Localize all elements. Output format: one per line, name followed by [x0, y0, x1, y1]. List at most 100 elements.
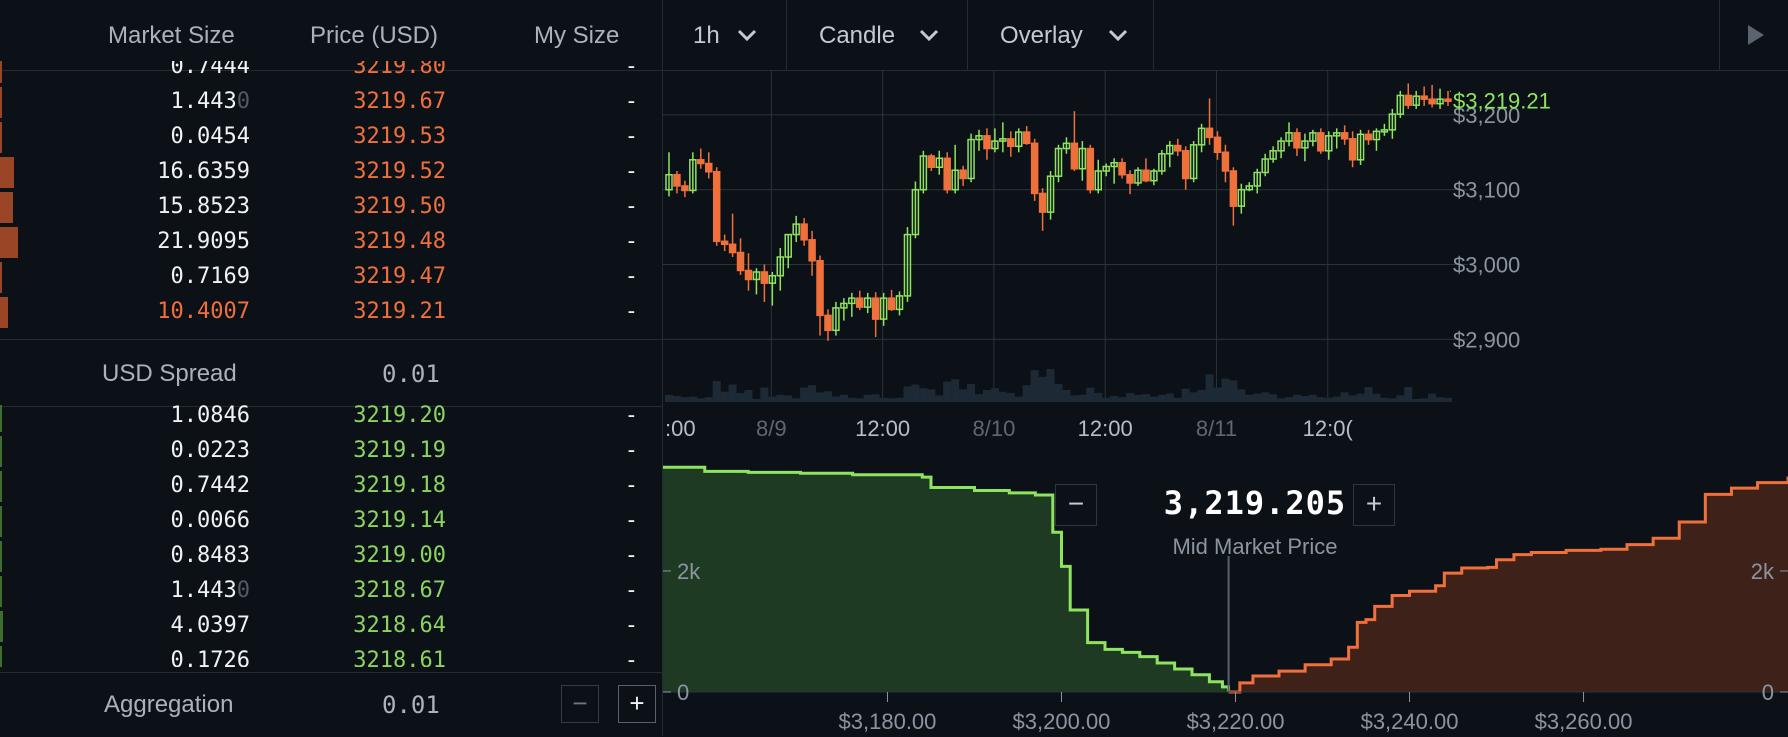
- bid-row[interactable]: 0.0066 3219.14 -: [0, 504, 662, 539]
- volume-bar: [1324, 397, 1333, 402]
- depth-bar: [0, 262, 2, 293]
- bid-row[interactable]: 0.1726 3218.61 -: [0, 644, 662, 667]
- row-size-value: 0.7444: [170, 61, 250, 79]
- candle-body: [1237, 188, 1246, 207]
- candle-body: [1332, 132, 1341, 137]
- candlestick-chart[interactable]: $2,900 $3,000 $3,100 $3,200:00 8/9 12:00 8/10 1…: [663, 70, 1788, 460]
- bid-row[interactable]: 0.0223 3219.19 -: [0, 434, 662, 469]
- volume-bar: [847, 397, 856, 402]
- row-my-size: -: [624, 264, 638, 289]
- row-size-value: 10.4007: [157, 299, 250, 324]
- depth-bar: [0, 122, 2, 153]
- expand-play-button[interactable]: [1719, 0, 1788, 70]
- candle-body: [760, 271, 769, 284]
- candle-body: [816, 260, 824, 317]
- volume-bar: [1181, 388, 1190, 402]
- aggregation-increase-button[interactable]: +: [618, 685, 656, 723]
- candle-body: [1412, 95, 1420, 106]
- chevron-down-icon: [737, 29, 757, 42]
- volume-bar: [903, 386, 912, 402]
- ask-row[interactable]: 0.7169 3219.47 -: [0, 260, 662, 295]
- candle-body: [1420, 95, 1428, 100]
- candle-body: [1030, 142, 1039, 195]
- bid-row[interactable]: 4.0397 3218.64 -: [0, 609, 662, 644]
- aggregation-value: 0.01: [382, 691, 440, 719]
- depth-bar: [0, 297, 9, 328]
- row-price: 3219.19: [353, 438, 446, 463]
- price-axis-label: $3,000: [1453, 252, 1520, 277]
- volume-bar: [1205, 374, 1214, 402]
- current-price-label: $3,219.21: [1453, 89, 1551, 114]
- candle-body: [863, 297, 872, 308]
- interval-dropdown[interactable]: 1h: [663, 0, 787, 70]
- candle-body: [848, 297, 856, 305]
- row-my-size: -: [624, 299, 638, 324]
- ask-row[interactable]: 16.6359 3219.52 -: [0, 155, 662, 190]
- bid-row[interactable]: 1.4430 3218.67 -: [0, 574, 662, 609]
- candle-body: [1062, 142, 1071, 150]
- volume-bar: [1141, 394, 1150, 402]
- volume-bar: [1237, 389, 1246, 402]
- aggregation-decrease-button[interactable]: −: [561, 685, 599, 723]
- row-size: 21.9095: [157, 229, 250, 254]
- row-size-value: 1.0846: [170, 405, 250, 428]
- volume-bar: [1436, 397, 1445, 402]
- volume-bar: [855, 398, 864, 402]
- zoom-out-button[interactable]: −: [1055, 484, 1097, 526]
- my-size-column-header[interactable]: My Size: [534, 22, 620, 49]
- volume-bar: [959, 389, 968, 402]
- candle-body: [1007, 138, 1015, 148]
- candle-body: [1150, 170, 1158, 182]
- volume-bar: [744, 390, 753, 402]
- row-my-size: -: [624, 543, 638, 568]
- volume-bar: [895, 397, 904, 402]
- volume-bar: [1428, 393, 1437, 402]
- depth-chart[interactable]: 0 0 2k 2k $3,180.00 $3,200.00 $3,220.00 $3,240.…: [663, 460, 1788, 736]
- row-my-size: -: [624, 61, 638, 79]
- order-book-header: Market Size Price (USD) My Size: [0, 0, 662, 71]
- row-size: 0.7442: [171, 473, 250, 498]
- overlay-dropdown[interactable]: Overlay: [968, 0, 1154, 70]
- volume-bar: [1133, 394, 1142, 402]
- time-axis-label: 8/9: [756, 416, 787, 441]
- depth-x-label: $3,180.00: [839, 709, 937, 734]
- volume-bar: [967, 384, 976, 402]
- row-price: 3219.21: [353, 299, 446, 324]
- bid-row[interactable]: 1.0846 3219.20 -: [0, 405, 662, 434]
- volume-bar: [1292, 394, 1301, 402]
- bid-row[interactable]: 0.8483 3219.00 -: [0, 539, 662, 574]
- depth-bar: [0, 227, 18, 258]
- volume-bar: [998, 391, 1007, 402]
- candle-body: [856, 297, 864, 308]
- ask-row[interactable]: 1.4430 3219.67 -: [0, 85, 662, 120]
- depth-x-label: $3,260.00: [1535, 709, 1633, 734]
- price-column-header[interactable]: Price (USD): [310, 22, 439, 49]
- candle-body: [1142, 169, 1150, 182]
- candle-body: [720, 240, 729, 246]
- candle-body: [935, 157, 944, 168]
- bid-row[interactable]: 0.7442 3219.18 -: [0, 469, 662, 504]
- candle-body: [1404, 94, 1413, 106]
- depth-y-label-left: 2k: [677, 559, 701, 584]
- ask-row[interactable]: 0.0454 3219.53 -: [0, 120, 662, 155]
- price-axis-label: $3,100: [1453, 178, 1520, 203]
- market-size-column-header[interactable]: Market Size: [108, 22, 235, 49]
- time-axis-label: 8/10: [972, 416, 1015, 441]
- candle-body: [808, 239, 816, 262]
- candle-body: [784, 233, 792, 258]
- ask-row[interactable]: 15.8523 3219.50 -: [0, 190, 662, 225]
- chart-type-dropdown[interactable]: Candle: [787, 0, 968, 70]
- candle-body: [1348, 138, 1357, 161]
- depth-bar: [0, 576, 2, 607]
- volume-bar: [1396, 395, 1405, 402]
- ask-row[interactable]: 0.7444 3219.80 -: [0, 61, 662, 85]
- row-size: 0.7169: [171, 264, 250, 289]
- ask-row[interactable]: 21.9095 3219.48 -: [0, 225, 662, 260]
- ask-row[interactable]: 10.4007 3219.21 -: [0, 295, 662, 330]
- zoom-in-button[interactable]: +: [1353, 484, 1395, 526]
- spread-row: USD Spread 0.01: [0, 339, 662, 407]
- volume-bar: [951, 379, 960, 402]
- volume-bar: [927, 389, 936, 402]
- volume-bar: [1316, 397, 1325, 402]
- ask-depth-line: [1228, 476, 1788, 694]
